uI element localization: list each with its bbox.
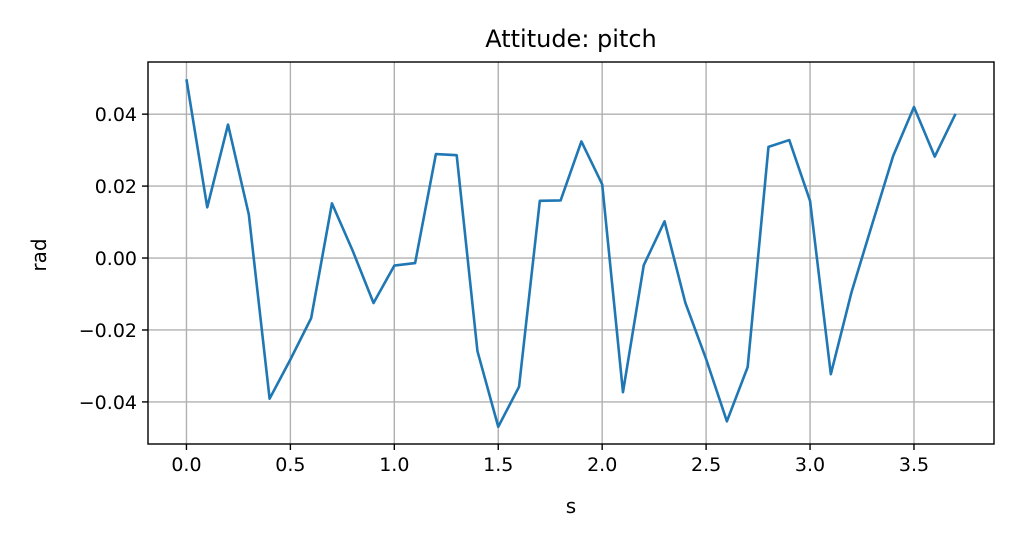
chart-title: Attitude: pitch (485, 25, 657, 53)
x-tick-label: 2.5 (691, 454, 721, 476)
x-tick-label: 1.0 (379, 454, 409, 476)
x-tick-label: 0.5 (275, 454, 305, 476)
x-tick-label: 3.0 (795, 454, 825, 476)
x-tick-label: 0.0 (171, 454, 201, 476)
plot-frame (147, 61, 995, 445)
y-tick-label: 0.02 (95, 176, 137, 198)
grid (148, 62, 994, 444)
x-axis: 0.0 0.5 1.0 1.5 2.0 2.5 3.0 3.5 (171, 444, 929, 476)
y-tick-label: −0.02 (79, 320, 137, 342)
x-tick-label: 1.5 (483, 454, 513, 476)
y-tick-label: −0.04 (79, 392, 137, 414)
x-axis-label: s (566, 494, 576, 518)
y-tick-label: 0.00 (95, 248, 137, 270)
y-axis: −0.04 −0.02 0.00 0.02 0.04 (79, 104, 148, 414)
y-tick-label: 0.04 (95, 104, 137, 126)
series-line (185, 79, 957, 429)
series-group (185, 79, 957, 429)
x-tick-label: 2.0 (587, 454, 617, 476)
x-tick-label: 3.5 (899, 454, 929, 476)
y-axis-label: rad (27, 238, 51, 271)
